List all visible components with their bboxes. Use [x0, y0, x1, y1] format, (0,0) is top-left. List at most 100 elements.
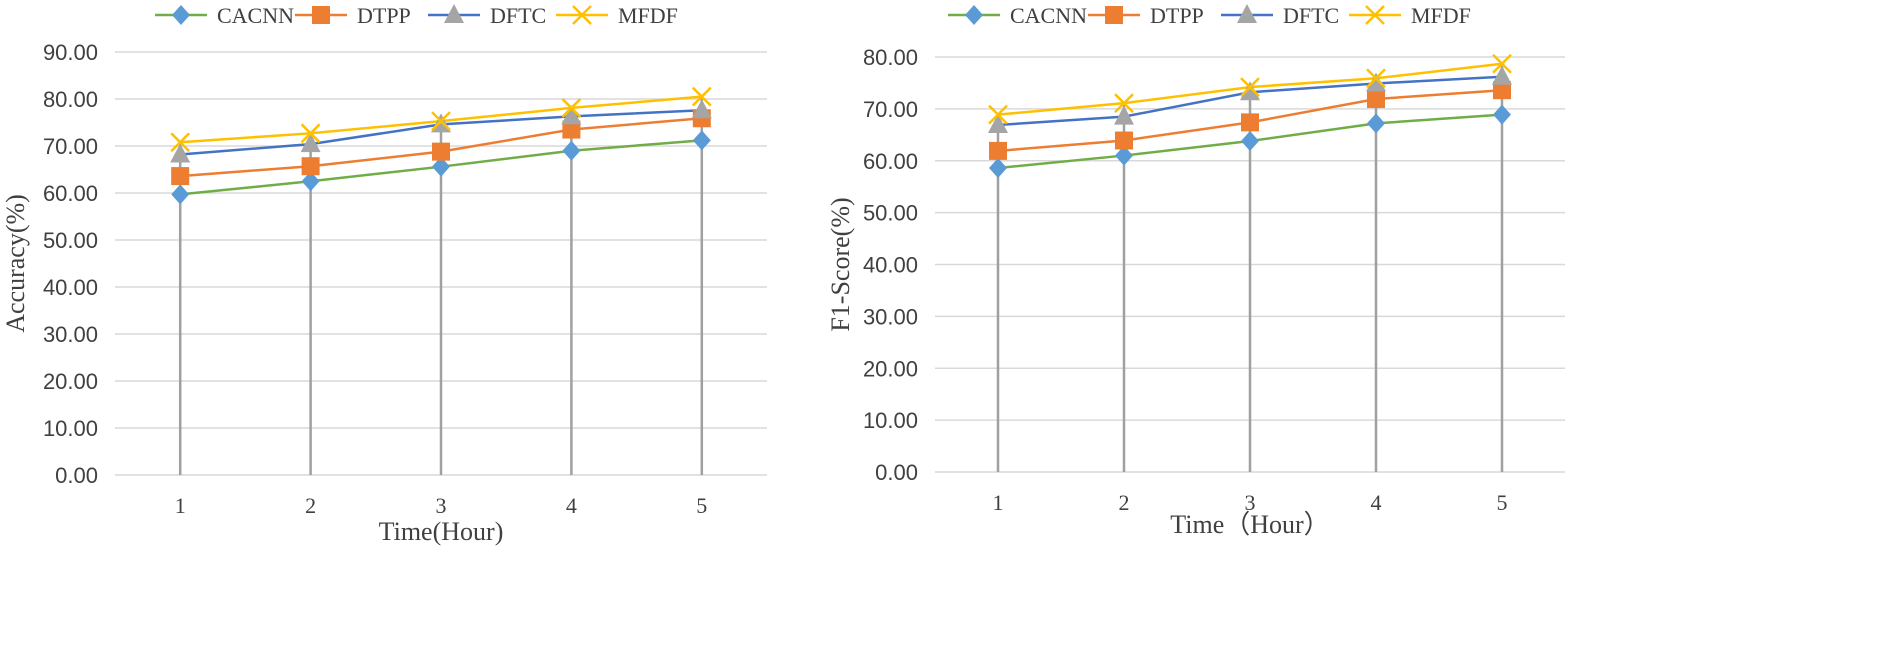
x-tick-label: 2 — [1119, 490, 1130, 515]
point-cacnn — [1115, 145, 1133, 166]
point-mfdf — [1366, 68, 1386, 89]
legend-item-cacnn: CACNN — [948, 3, 1087, 28]
legend-label: CACNN — [1010, 3, 1087, 28]
point-mfdf — [1240, 77, 1260, 97]
x-tick-label: 4 — [1371, 490, 1382, 515]
legend-label: DTPP — [1150, 3, 1204, 28]
point-dtpp — [301, 157, 320, 176]
point-dftc — [561, 105, 582, 125]
legend-label: CACNN — [217, 3, 294, 28]
point-dtpp — [171, 167, 190, 186]
point-cacnn — [1367, 113, 1385, 134]
x-tick-label: 3 — [436, 493, 447, 518]
legend-item-mfdf: MFDF — [556, 3, 678, 28]
y-tick-label: 70.00 — [863, 97, 918, 122]
point-cacnn — [171, 184, 190, 205]
y-tick-label: 50.00 — [43, 228, 98, 253]
f1-score-legend: CACNN DTPP DFTC MFDF — [948, 3, 1471, 28]
point-dftc — [1114, 105, 1134, 125]
y-tick-label: 70.00 — [43, 134, 98, 159]
x-tick-label: 5 — [1497, 490, 1508, 515]
legend-item-dftc: DFTC — [1221, 3, 1339, 28]
accuracy-series — [170, 86, 712, 205]
x-tick-label: 3 — [1245, 490, 1256, 515]
point-dftc — [300, 133, 321, 153]
legend-marker-dftc — [1237, 4, 1257, 23]
y-tick-label: 20.00 — [43, 369, 98, 394]
legend-label: DTPP — [357, 3, 411, 28]
y-tick-label: 40.00 — [43, 275, 98, 300]
y-tick-label: 20.00 — [863, 356, 918, 381]
point-mfdf — [1114, 93, 1134, 114]
legend-item-dtpp: DTPP — [295, 3, 411, 28]
point-dtpp — [1367, 90, 1385, 109]
point-dftc — [1492, 65, 1512, 85]
accuracy-chart: CACNN DTPP DFTC MFDF 0.0010.0020.0030.0040.… — [1, 3, 767, 546]
y-tick-label: 10.00 — [43, 416, 98, 441]
point-cacnn — [562, 140, 581, 161]
y-tick-label: 50.00 — [863, 201, 918, 226]
point-mfdf — [561, 98, 582, 118]
accuracy-x-ticks: 1 2 3 4 5 — [175, 493, 708, 518]
point-dftc — [1366, 72, 1386, 92]
legend-label: DFTC — [1283, 3, 1339, 28]
legend-item-dftc: DFTC — [428, 3, 546, 28]
point-cacnn — [989, 158, 1007, 179]
y-tick-label: 80.00 — [43, 87, 98, 112]
point-dftc — [691, 99, 712, 119]
point-cacnn — [1493, 104, 1511, 125]
point-mfdf — [1492, 53, 1512, 74]
legend-label: MFDF — [1411, 3, 1471, 28]
legend-marker-dtpp — [312, 6, 330, 24]
f1-score-y-ticks: 0.00 10.00 20.00 30.00 40.00 50.00 60.00 70.00 8… — [863, 45, 918, 485]
point-mfdf — [691, 86, 712, 107]
y-tick-label: 60.00 — [43, 181, 98, 206]
y-tick-label: 90.00 — [43, 40, 98, 65]
point-cacnn — [432, 156, 450, 177]
point-mfdf — [988, 104, 1008, 125]
f1-score-chart: CACNN DTPP DFTC MFDF 0.0010.0020.0030.0040.… — [826, 3, 1565, 539]
y-tick-label: 60.00 — [863, 149, 918, 174]
f1-score-x-axis-label: Time（Hour） — [1170, 510, 1329, 539]
x-tick-label: 4 — [566, 493, 577, 518]
point-dtpp — [989, 141, 1007, 160]
point-dtpp — [1115, 131, 1133, 150]
legend-marker-dtpp — [1105, 6, 1123, 24]
point-dftc — [170, 143, 191, 163]
y-tick-label: 40.00 — [863, 253, 918, 278]
y-tick-label: 10.00 — [863, 408, 918, 433]
legend-item-mfdf: MFDF — [1349, 3, 1471, 28]
legend-marker-mfdf — [1365, 5, 1385, 25]
legend-label: MFDF — [618, 3, 678, 28]
point-cacnn — [692, 130, 711, 151]
x-tick-label: 2 — [305, 493, 316, 518]
x-tick-label: 1 — [175, 493, 186, 518]
x-tick-label: 1 — [993, 490, 1004, 515]
accuracy-legend: CACNN DTPP DFTC MFDF — [155, 3, 678, 28]
y-tick-label: 0.00 — [55, 463, 98, 488]
point-dtpp — [1241, 113, 1259, 132]
y-tick-label: 30.00 — [43, 322, 98, 347]
x-tick-label: 5 — [696, 493, 707, 518]
point-dtpp — [432, 142, 450, 161]
f1-score-x-ticks: 1 2 3 4 5 — [993, 490, 1508, 515]
legend-marker-cacnn — [172, 5, 190, 25]
legend-marker-cacnn — [965, 5, 983, 25]
point-mfdf — [300, 123, 321, 144]
point-mfdf — [170, 132, 191, 153]
accuracy-y-ticks: 0.00 10.00 20.00 30.00 40.00 50.00 60.00 70.00 8… — [43, 40, 98, 488]
y-tick-label: 80.00 — [863, 45, 918, 70]
point-dtpp — [562, 120, 581, 139]
y-tick-label: 30.00 — [863, 304, 918, 329]
y-tick-label: 0.00 — [875, 460, 918, 485]
point-dftc — [988, 113, 1008, 133]
accuracy-x-axis-label: Time(Hour) — [379, 517, 504, 546]
accuracy-y-axis-label: Accuracy(%) — [1, 194, 30, 333]
f1-score-y-axis-label: F1-Score(%) — [826, 197, 855, 331]
point-dftc — [1240, 81, 1260, 101]
point-dtpp — [1493, 81, 1511, 100]
legend-item-cacnn: CACNN — [155, 3, 294, 28]
legend-label: DFTC — [490, 3, 546, 28]
point-cacnn — [301, 171, 320, 192]
